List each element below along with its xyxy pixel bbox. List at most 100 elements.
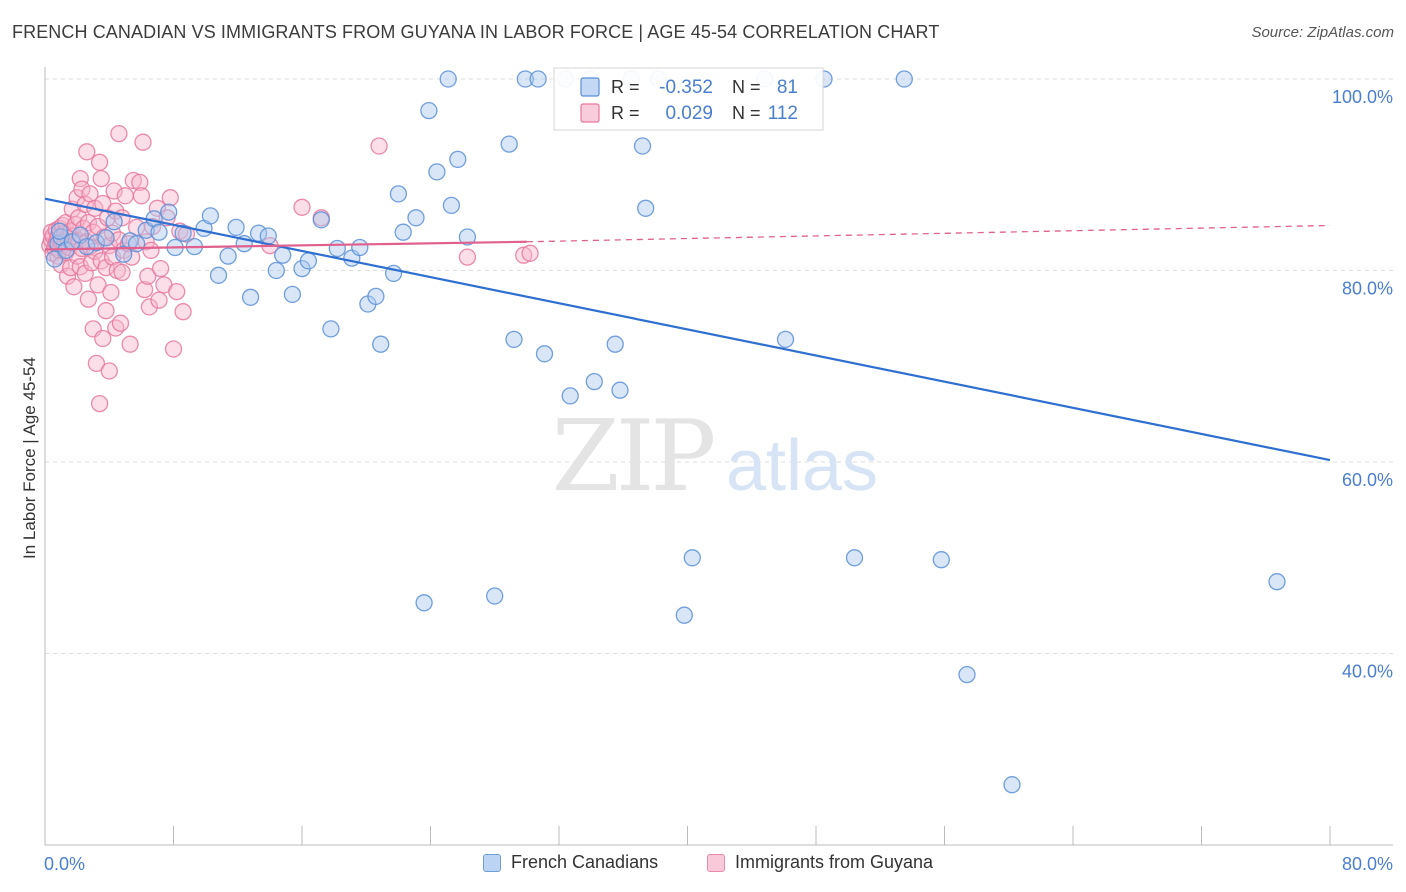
french-canadian-point <box>407 209 425 227</box>
guyana-point <box>293 198 311 216</box>
stats-n-value-0: 81 <box>777 77 798 98</box>
guyana-point <box>105 182 123 200</box>
french-canadian-point <box>500 135 518 153</box>
bottom-legend: French Canadians Immigrants from Guyana <box>0 852 1406 880</box>
guyana-point <box>139 267 157 285</box>
french-canadian-point <box>611 381 629 399</box>
trendline-french-canadians <box>44 197 1331 462</box>
stats-swatch-0 <box>580 77 600 97</box>
french-canadian-point <box>160 203 178 221</box>
french-canadian-point <box>150 223 168 241</box>
legend-item-immigrants-from-guyana: Immigrants from Guyana <box>707 852 933 873</box>
french-canadian-point <box>439 70 457 88</box>
stats-n-value-1: 112 <box>768 103 798 124</box>
guyana-point <box>78 143 96 161</box>
french-canadian-point <box>428 163 446 181</box>
french-canadian-point <box>606 335 624 353</box>
french-canadian-point <box>561 387 579 405</box>
french-canadian-point <box>932 551 950 569</box>
french-canadian-point <box>845 549 864 567</box>
french-canadian-point <box>442 196 461 215</box>
guyana-point <box>97 302 115 320</box>
guyana-point <box>142 241 160 260</box>
french-canadian-point <box>372 335 390 353</box>
french-canadian-point <box>958 665 976 684</box>
x-tick-label-1: 80.0% <box>1342 854 1393 874</box>
french-canadian-point <box>312 211 330 229</box>
guyana-point <box>135 280 154 299</box>
guyana-point <box>521 244 539 262</box>
guyana-point <box>116 187 134 205</box>
guyana-point <box>121 335 139 353</box>
guyana-point <box>131 173 149 192</box>
french-canadian-point <box>127 235 146 253</box>
french-canadian-point <box>394 223 412 241</box>
stats-r-label-0: R = <box>611 77 640 97</box>
guyana-point <box>113 263 131 282</box>
guyana-point <box>161 189 179 207</box>
y-tick-labels: 40.0% 60.0% 80.0% 100.0% <box>1332 87 1393 682</box>
french-canadian-point <box>105 213 123 231</box>
guyana-point <box>132 187 151 205</box>
trendlines <box>44 197 1331 462</box>
guyana-point <box>94 329 112 348</box>
stats-r-label-1: R = <box>611 103 640 123</box>
french-canadian-point <box>283 285 302 304</box>
french-canadian-point <box>201 207 220 225</box>
guyana-point <box>124 171 142 190</box>
french-canadian-point <box>1268 573 1286 591</box>
y-tick-label-1: 60.0% <box>1342 470 1393 490</box>
guyana-point <box>168 282 186 301</box>
guyana-point <box>79 290 98 308</box>
x-tick-label-0: 0.0% <box>44 854 85 874</box>
french-canadian-point <box>351 238 369 257</box>
guyana-point <box>89 276 107 294</box>
french-canadian-point <box>535 345 554 363</box>
french-canadian-point <box>50 222 69 240</box>
y-tick-label-2: 80.0% <box>1342 279 1393 299</box>
french-canadian-point <box>895 70 913 88</box>
stats-r-value-1: 0.029 <box>665 103 713 124</box>
guyana-point <box>150 291 168 309</box>
french-canadian-point <box>683 549 701 567</box>
y-tick-label-3: 100.0% <box>1332 87 1393 107</box>
guyana-point <box>164 340 183 358</box>
french-canadian-point <box>209 266 228 284</box>
french-canadian-point <box>415 594 433 612</box>
y-tick-label-0: 40.0% <box>1342 662 1393 682</box>
stats-r-value-0: -0.352 <box>659 77 713 98</box>
guyana-point <box>107 319 125 337</box>
trendline-guyana-extension <box>526 224 1331 243</box>
french-canadian-point <box>322 320 340 338</box>
source-credit: Source: ZipAtlas.com <box>1251 24 1394 41</box>
french-canadian-point <box>87 234 106 252</box>
french-canadian-point <box>219 247 237 265</box>
guyana-point <box>100 362 118 380</box>
guyana-point <box>65 278 83 296</box>
guyana-point <box>92 169 110 188</box>
french-canadian-point <box>637 199 655 217</box>
axes <box>44 67 1393 846</box>
guyana-point <box>79 213 98 232</box>
guyana-point <box>102 283 120 302</box>
guyana-point <box>76 264 94 283</box>
stats-n-label-0: N = <box>732 77 761 97</box>
french-canadian-point <box>389 185 408 203</box>
guyana-point <box>151 259 170 278</box>
french-canadian-point <box>529 70 547 88</box>
guyana-point <box>110 124 128 143</box>
french-canadian-point <box>458 228 477 246</box>
french-canadian-point <box>1003 776 1021 794</box>
legend-label-french-canadians: French Canadians <box>511 852 659 872</box>
watermark-atlas: atlas <box>726 426 878 506</box>
french-canadian-point <box>776 330 795 349</box>
french-canadian-point <box>516 70 534 88</box>
french-canadian-point <box>174 224 192 242</box>
legend-item-french-canadians: French Canadians <box>483 852 658 873</box>
guyana-point <box>90 153 109 171</box>
watermark-zip: ZIP <box>552 400 714 514</box>
watermark: ZIP atlas <box>552 400 878 514</box>
gridlines <box>45 78 1393 654</box>
french-canadian-point <box>585 372 603 391</box>
